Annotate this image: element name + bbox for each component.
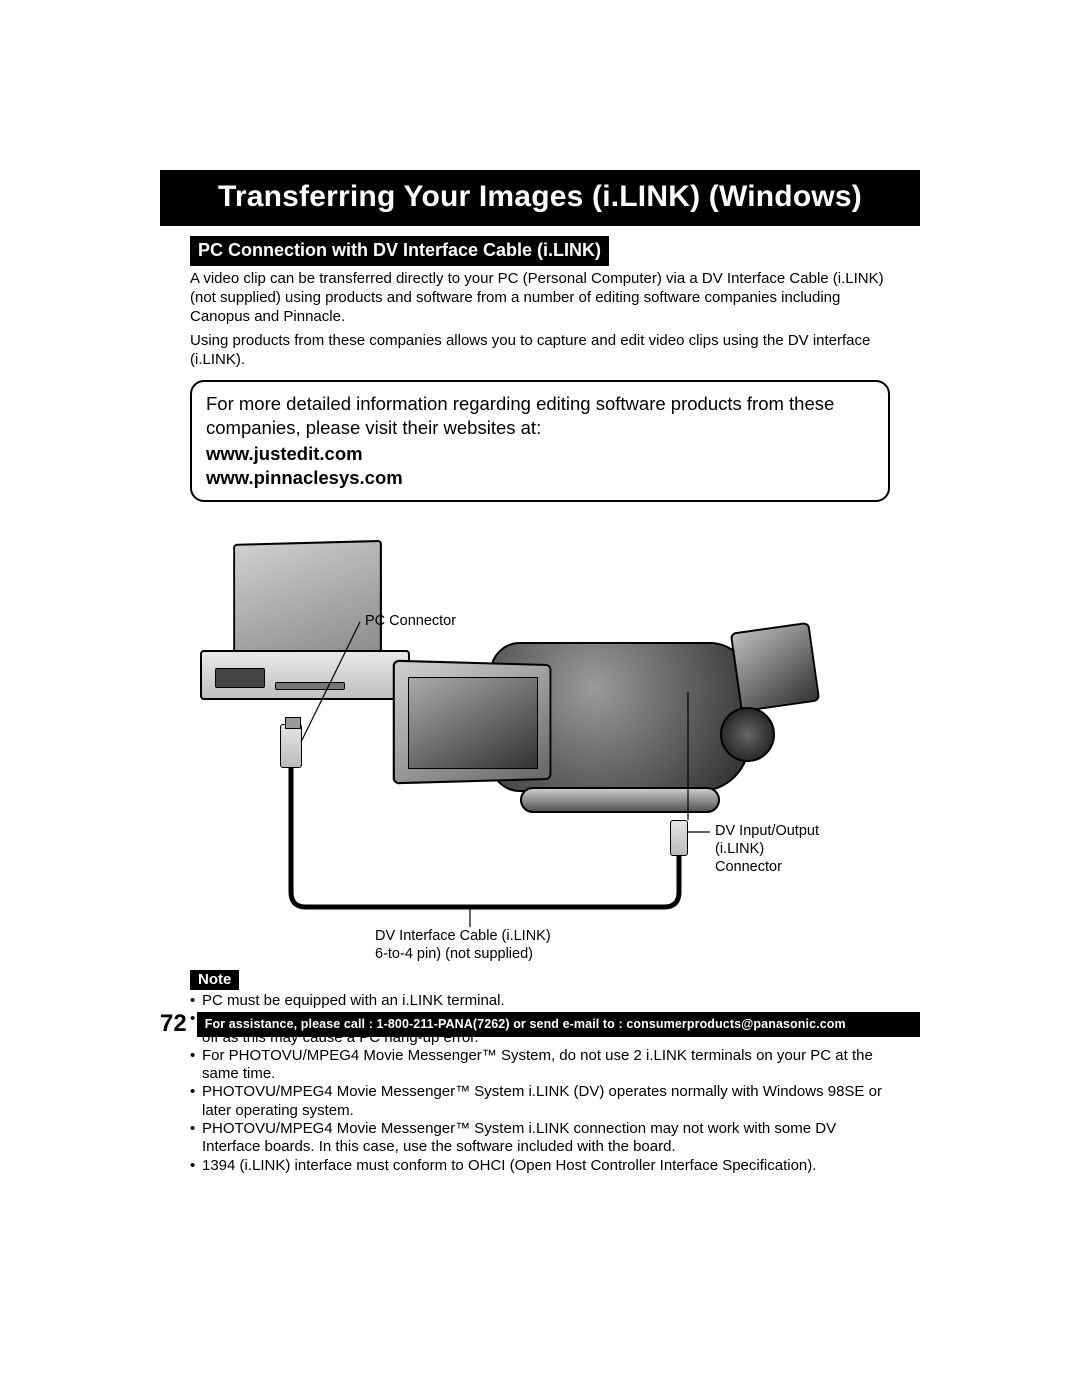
- info-lead: For more detailed information regarding …: [206, 392, 874, 440]
- page-title: Transferring Your Images (i.LINK) (Windo…: [218, 180, 862, 213]
- page-footer: 72 For assistance, please call : 1-800-2…: [160, 1010, 920, 1038]
- info-link-2: www.pinnaclesys.com: [206, 466, 874, 490]
- note-item: PHOTOVU/MPEG4 Movie Messenger™ System i.…: [190, 1083, 890, 1120]
- assistance-bar: For assistance, please call : 1-800-211-…: [197, 1012, 920, 1037]
- note-heading: Note: [190, 970, 239, 990]
- intro-paragraph-2: Using products from these companies allo…: [190, 332, 890, 370]
- label-pc-connector: PC Connector: [365, 612, 456, 630]
- website-info-box: For more detailed information regarding …: [190, 380, 890, 502]
- intro-paragraph-1: A video clip can be transferred directly…: [190, 270, 890, 326]
- page-title-bar: Transferring Your Images (i.LINK) (Windo…: [160, 170, 920, 226]
- section-subhead: PC Connection with DV Interface Cable (i…: [190, 236, 609, 266]
- note-item: PHOTOVU/MPEG4 Movie Messenger™ System i.…: [190, 1120, 890, 1157]
- label-cable-2: 6-to-4 pin) (not supplied): [375, 945, 551, 963]
- page-number: 72: [160, 1010, 187, 1038]
- label-dv-io-1: DV Input/Output: [715, 822, 819, 840]
- note-item: For PHOTOVU/MPEG4 Movie Messenger™ Syste…: [190, 1047, 890, 1084]
- label-dv-io-3: Connector: [715, 858, 819, 876]
- cable-path-icon: [190, 532, 890, 962]
- label-dv-io-2: (i.LINK): [715, 840, 819, 858]
- note-item: PC must be equipped with an i.LINK termi…: [190, 992, 890, 1010]
- info-link-1: www.justedit.com: [206, 442, 874, 466]
- label-cable-1: DV Interface Cable (i.LINK): [375, 927, 551, 945]
- connection-diagram: PC Connector DV Input/Output (i.LINK) Co…: [190, 532, 890, 962]
- note-item: 1394 (i.LINK) interface must conform to …: [190, 1157, 890, 1175]
